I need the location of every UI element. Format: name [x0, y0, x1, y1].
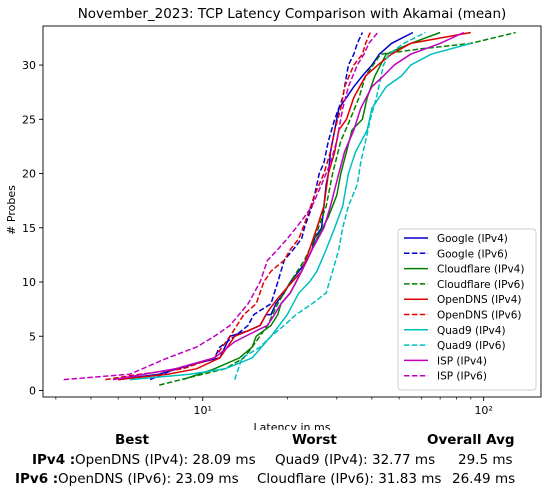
legend-label-3: Cloudflare (IPv6) [437, 279, 524, 291]
x-axis-label: Latency in ms [254, 421, 331, 430]
legend-label-0: Google (IPv4) [437, 233, 508, 245]
series-line-8 [113, 31, 465, 381]
series-line-7 [233, 31, 426, 380]
legend-label-7: Quad9 (IPv6) [437, 340, 506, 352]
legend-label-2: Cloudflare (IPv4) [437, 264, 524, 276]
series-line-5 [105, 32, 371, 381]
legend-label-8: ISP (IPv4) [437, 355, 487, 367]
best-header: Best [115, 432, 149, 448]
ipv6-row-label: IPv6 : [15, 471, 59, 487]
series-line-4 [118, 31, 471, 381]
y-tick-label: 25 [22, 113, 36, 126]
stats-summary: Best Worst Overall Avg IPv4 : OpenDNS (I… [0, 428, 548, 496]
ipv4-best-value: OpenDNS (IPv4): 28.09 ms [75, 452, 256, 468]
legend-label-4: OpenDNS (IPv4) [437, 294, 522, 306]
legend-box [397, 228, 537, 391]
y-tick-label: 5 [29, 330, 36, 343]
legend-label-1: Google (IPv6) [437, 248, 508, 260]
plot-area: 0 5 10 15 20 25 30 10¹ 10² [22, 25, 542, 417]
y-tick-label: 10 [22, 276, 36, 289]
legend-label-6: Quad9 (IPv4) [437, 325, 506, 337]
plot-frame [42, 25, 542, 398]
y-tick-label: 15 [22, 222, 36, 235]
ipv6-avg-value: 26.49 ms [452, 471, 516, 487]
y-tick-label: 30 [22, 59, 36, 72]
series-line-6 [129, 42, 471, 381]
latency-chart: November_2023: TCP Latency Comparison wi… [5, 6, 542, 430]
y-axis-label: # Probes [5, 185, 18, 235]
y-tick-label: 0 [29, 384, 36, 397]
ipv6-best-value: OpenDNS (IPv6): 23.09 ms [58, 471, 239, 487]
worst-header: Worst [292, 432, 337, 448]
legend-label-5: OpenDNS (IPv6) [437, 310, 522, 322]
series-line-9 [63, 32, 379, 381]
ipv4-avg-value: 29.5 ms [458, 452, 513, 468]
ipv4-row-label: IPv4 : [32, 452, 76, 468]
y-tick-label: 20 [22, 168, 36, 181]
legend-label-9: ISP (IPv6) [437, 371, 487, 383]
ipv6-worst-value: Cloudflare (IPv6): 31.83 ms [257, 471, 442, 487]
ipv4-worst-value: Quad9 (IPv4): 32.77 ms [275, 452, 436, 468]
x-tick-label: 10¹ [194, 404, 212, 417]
chart-title: November_2023: TCP Latency Comparison wi… [78, 6, 507, 22]
overall-avg-header: Overall Avg [427, 432, 515, 448]
legend: Google (IPv4) Google (IPv6) Cloudflare (IP… [397, 228, 537, 391]
x-tick-label: 10² [474, 404, 492, 417]
